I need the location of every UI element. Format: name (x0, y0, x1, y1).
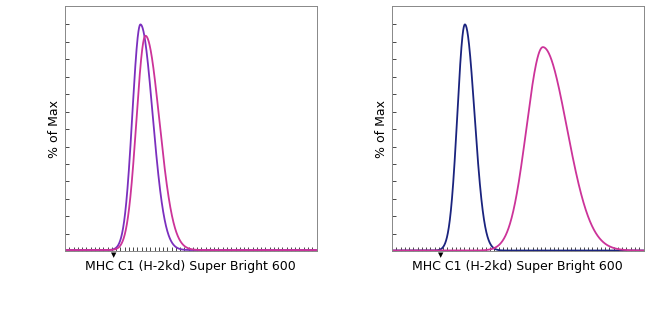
X-axis label: MHC C1 (H-2kd) Super Bright 600: MHC C1 (H-2kd) Super Bright 600 (412, 260, 623, 273)
Y-axis label: % of Max: % of Max (48, 100, 61, 158)
Y-axis label: % of Max: % of Max (375, 100, 388, 158)
Text: ▼: ▼ (111, 252, 117, 258)
Text: ▼: ▼ (438, 252, 444, 258)
X-axis label: MHC C1 (H-2kd) Super Bright 600: MHC C1 (H-2kd) Super Bright 600 (85, 260, 296, 273)
